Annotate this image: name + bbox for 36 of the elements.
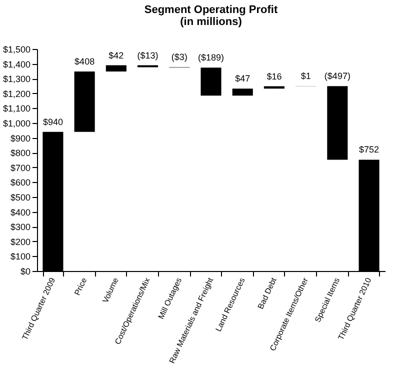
y-tick-label: $100: [10, 252, 30, 262]
y-tick-label: $1,400: [2, 59, 30, 70]
y-tick-label: $200: [10, 236, 30, 247]
chart-subtitle: (in millions): [180, 16, 242, 28]
x-tick-label: Price: [72, 276, 89, 297]
bar: [232, 88, 253, 96]
data-label: $940: [42, 116, 63, 127]
y-tick-label: $1,200: [2, 88, 30, 99]
data-label: ($189): [198, 52, 224, 63]
bar: [74, 71, 95, 132]
bar: [327, 86, 348, 160]
x-tick-label: Bad Debt: [256, 276, 279, 310]
y-tick-label: $1,100: [2, 104, 30, 114]
bar: [200, 68, 222, 96]
data-label: $1: [300, 71, 311, 82]
y-tick-label: $300: [10, 222, 30, 232]
y-tick-label: $800: [10, 148, 30, 158]
data-label: $47: [235, 74, 250, 84]
chart-title: Segment Operating Profit: [144, 4, 278, 16]
data-label: $42: [108, 50, 124, 60]
y-tick-label: $1,000: [2, 118, 30, 128]
y-tick-label: $1,300: [2, 74, 30, 84]
data-label: ($13): [137, 50, 158, 60]
y-tick-label: $900: [10, 133, 30, 144]
bar: [106, 65, 126, 72]
y-tick-label: $0: [20, 266, 30, 276]
y-tick-label: $500: [10, 192, 30, 202]
data-label: ($497): [324, 71, 350, 82]
data-label: ($3): [171, 52, 188, 62]
data-label: $752: [359, 144, 380, 155]
y-tick-label: $1,500: [2, 44, 30, 54]
data-label: $408: [74, 56, 95, 66]
y-tick-label: $600: [10, 178, 30, 188]
y-tick-label: $700: [10, 162, 30, 173]
y-tick-label: $400: [10, 207, 30, 218]
data-label: $16: [266, 71, 282, 82]
